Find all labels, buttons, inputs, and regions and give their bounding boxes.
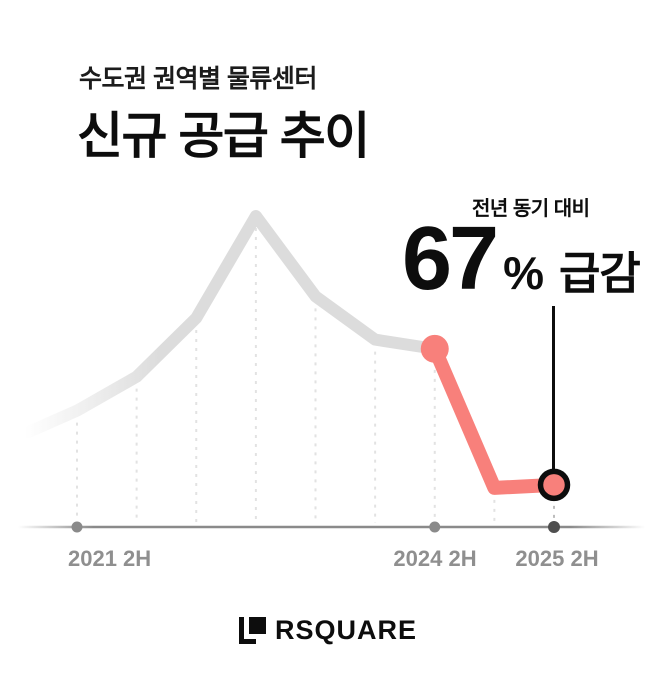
annotation-unit: % — [503, 247, 545, 299]
decline-line — [427, 341, 561, 495]
decline-start-marker — [420, 334, 449, 363]
annotation-value: 67 — [402, 209, 499, 309]
x-axis-label-2021-2h: 2021 2H — [68, 546, 152, 571]
trend-lines — [22, 210, 561, 495]
x-axis — [18, 521, 645, 533]
axis-dot-last — [548, 521, 560, 533]
axis-dot-mid — [429, 521, 441, 533]
brand-footer: RSQUARE — [0, 615, 656, 646]
historical-line — [22, 210, 441, 439]
annotation-callout: 67 % 급감 — [402, 209, 641, 309]
annotation-suffix: 급감 — [559, 248, 641, 299]
chart-title: 신규 공급 추이 — [77, 108, 370, 164]
point-markers — [420, 306, 571, 502]
dotted-guide-lines — [76, 228, 555, 523]
x-axis-label-2024-2h: 2024 2H — [393, 546, 477, 571]
annotation-label: 전년 동기 대비 — [472, 198, 590, 220]
rsquare-logo-icon — [238, 617, 266, 644]
rsquare-logo-text: RSQUARE — [274, 615, 417, 645]
axis-dot-first — [71, 521, 83, 533]
chart-subtitle: 수도권 권역별 물류센터 — [79, 65, 317, 93]
decline-end-marker — [537, 468, 571, 502]
x-axis-label-2025-2h: 2025 2H — [515, 546, 599, 571]
